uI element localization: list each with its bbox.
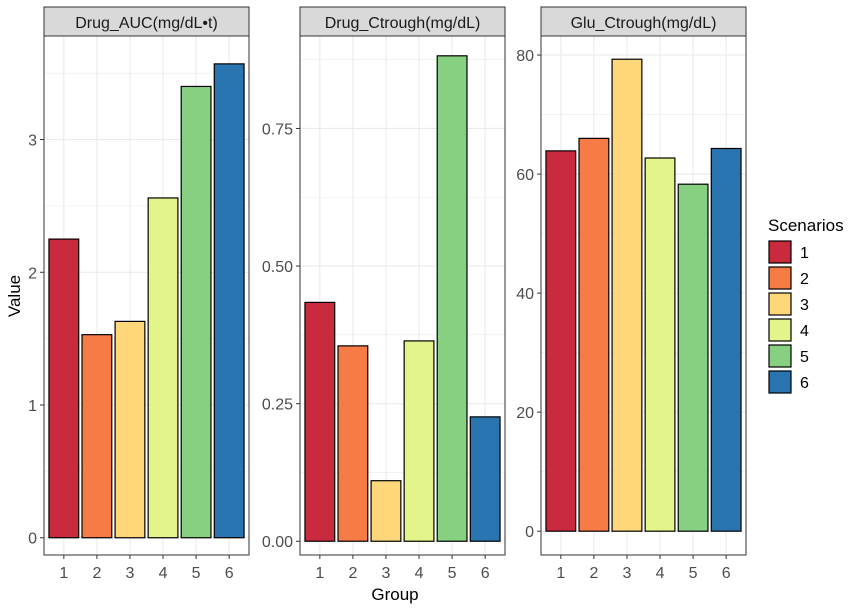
x-tick-label: 1	[59, 565, 68, 582]
legend-label: 1	[800, 245, 809, 262]
facet-title: Drug_Ctrough(mg/dL)	[325, 15, 481, 32]
y-axis: 0 1 2 3	[28, 133, 44, 548]
x-tick-label: 2	[589, 565, 598, 582]
x-tick-label: 1	[556, 565, 565, 582]
bar	[403, 340, 435, 542]
bar	[213, 63, 245, 539]
bar	[469, 416, 501, 542]
bar	[611, 58, 643, 532]
legend-label: 3	[800, 297, 809, 314]
y-axis-title: Value	[5, 275, 24, 317]
x-tick-label: 5	[448, 565, 457, 582]
x-tick-label: 4	[159, 565, 168, 582]
legend-title: Scenarios	[768, 216, 844, 235]
bar	[644, 157, 676, 532]
x-axis-title: Group	[371, 585, 418, 604]
bar	[81, 334, 113, 539]
legend-swatch	[768, 370, 792, 394]
facet-panel: Glu_Ctrough(mg/dL) 0 20 40 60 80 1 2 3 4 5 6	[516, 6, 747, 582]
facet-panel: Drug_AUC(mg/dL•t) 0 1 2 3 1 2 3 4 5 6	[28, 6, 250, 582]
legend-label: 2	[800, 271, 809, 288]
legend-swatch	[768, 318, 792, 342]
x-tick-label: 4	[656, 565, 665, 582]
y-tick-label: 80	[516, 48, 534, 65]
panel-border	[540, 35, 747, 556]
y-axis: 0.00 0.25 0.50 0.75	[262, 121, 300, 551]
legend-items: 1 2 3 4 5 6	[768, 240, 809, 394]
facet-title: Drug_AUC(mg/dL•t)	[75, 15, 218, 32]
facet-panel: Drug_Ctrough(mg/dL) 0.00 0.25 0.50 0.75 1 2 3 4 5…	[262, 6, 506, 582]
x-tick-label: 2	[92, 565, 101, 582]
y-tick-label: 1	[28, 398, 37, 415]
y-tick-label: 0	[525, 524, 534, 541]
y-tick-label: 0.50	[262, 259, 293, 276]
x-tick-label: 3	[126, 565, 135, 582]
bar	[370, 480, 402, 542]
y-tick-label: 40	[516, 286, 534, 303]
bar	[180, 85, 212, 539]
bars	[304, 55, 501, 542]
legend-swatch	[768, 344, 792, 368]
y-tick-label: 3	[28, 133, 37, 150]
x-tick-label: 5	[689, 565, 698, 582]
bar	[677, 183, 709, 532]
x-tick-label: 6	[225, 565, 234, 582]
y-tick-label: 60	[516, 167, 534, 184]
x-tick-label: 6	[481, 565, 490, 582]
x-tick-label: 1	[315, 565, 324, 582]
legend-label: 5	[800, 349, 809, 366]
bar	[147, 197, 179, 539]
x-axis: 1 2 3 4 5 6	[59, 555, 234, 582]
panel-border	[299, 35, 506, 556]
bar	[304, 301, 336, 542]
y-tick-label: 0.75	[262, 121, 293, 138]
facet-strip	[43, 6, 250, 37]
x-tick-label: 3	[623, 565, 632, 582]
panel-border	[43, 35, 250, 556]
x-tick-label: 4	[415, 565, 424, 582]
bar	[337, 345, 369, 542]
y-tick-label: 0.00	[262, 534, 293, 551]
y-tick-label: 0	[28, 531, 37, 548]
legend-label: 4	[800, 323, 809, 340]
x-tick-label: 5	[192, 565, 201, 582]
x-axis: 1 2 3 4 5 6	[315, 555, 490, 582]
x-tick-label: 6	[722, 565, 731, 582]
legend-label: 6	[800, 375, 809, 392]
x-tick-label: 2	[348, 565, 357, 582]
legend-swatch	[768, 292, 792, 316]
bars	[48, 63, 245, 539]
bar	[545, 150, 577, 532]
y-tick-label: 0.25	[262, 397, 293, 414]
legend-swatch	[768, 266, 792, 290]
x-axis: 1 2 3 4 5 6	[556, 555, 731, 582]
facet-strip	[299, 6, 506, 37]
bars	[545, 58, 742, 532]
bar	[578, 137, 610, 532]
bar	[48, 238, 80, 539]
legend-swatch	[768, 240, 792, 264]
x-tick-label: 3	[382, 565, 391, 582]
y-tick-label: 2	[28, 265, 37, 282]
y-tick-label: 20	[516, 405, 534, 422]
bar	[114, 320, 146, 539]
bar	[710, 147, 742, 532]
legend: Scenarios 1 2 3 4 5 6	[768, 216, 844, 394]
bar	[436, 55, 468, 542]
facet-title: Glu_Ctrough(mg/dL)	[571, 15, 717, 32]
facet-strip	[540, 6, 747, 37]
y-axis: 0 20 40 60 80	[516, 48, 541, 541]
